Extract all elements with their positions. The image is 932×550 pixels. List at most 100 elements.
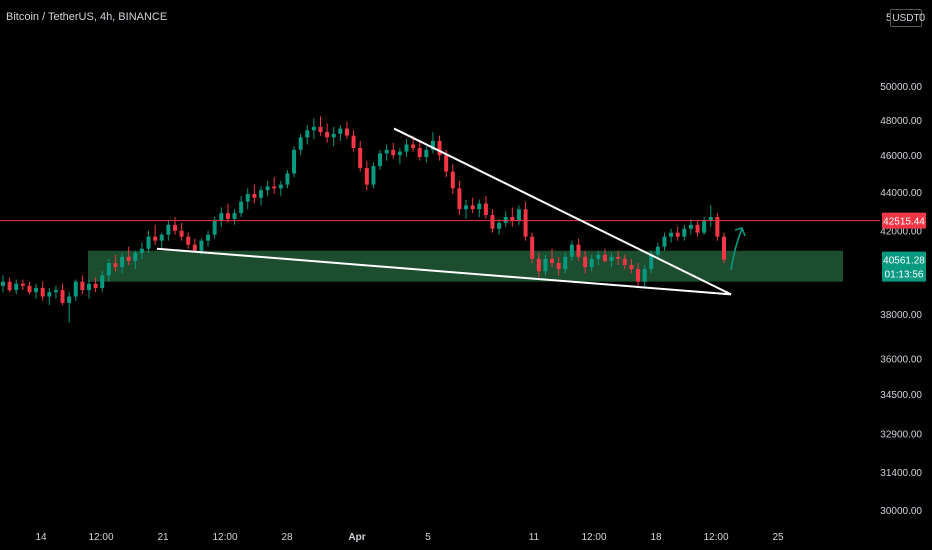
price-tick-label: 46000.00 xyxy=(880,151,922,162)
price-tick-label: 48000.00 xyxy=(880,116,922,127)
candle xyxy=(722,232,726,263)
candle xyxy=(225,203,230,223)
candle xyxy=(219,207,224,227)
candle xyxy=(543,254,548,276)
candle xyxy=(497,218,502,235)
candle xyxy=(596,250,601,266)
candle xyxy=(285,169,290,189)
candle xyxy=(60,283,65,306)
candle xyxy=(40,281,45,301)
time-tick-label: 14 xyxy=(35,532,47,543)
candle xyxy=(391,142,396,159)
time-tick-label: 12:00 xyxy=(212,532,237,543)
price-scale-top-stub-left: 5 xyxy=(886,12,892,24)
candle xyxy=(338,125,343,141)
candle xyxy=(417,140,422,161)
candle xyxy=(358,140,363,172)
time-tick-label: 28 xyxy=(281,532,293,543)
candle xyxy=(576,238,581,261)
candle xyxy=(550,248,555,268)
candle xyxy=(715,213,720,241)
price-marker-value: 40561.28 xyxy=(883,256,925,267)
countdown-value: 01:13:56 xyxy=(885,270,924,281)
candle xyxy=(27,281,32,295)
candle xyxy=(563,252,568,274)
price-tick-label: 42000.00 xyxy=(880,227,922,238)
candle xyxy=(258,186,263,206)
candle xyxy=(106,258,111,282)
candle xyxy=(530,232,535,263)
candle xyxy=(73,279,78,301)
candle xyxy=(298,133,303,156)
candle xyxy=(682,224,687,241)
breakout-arrow[interactable] xyxy=(730,227,746,271)
candle xyxy=(34,283,39,299)
candle xyxy=(179,222,184,241)
candle xyxy=(14,279,19,295)
candle xyxy=(437,135,442,161)
candle xyxy=(331,126,336,147)
candle xyxy=(265,180,270,196)
candle xyxy=(86,279,91,299)
candle xyxy=(430,132,435,154)
candle xyxy=(364,160,369,191)
symbol-title: Bitcoin / TetherUS, 4h, BINANCE xyxy=(6,11,168,23)
candle xyxy=(100,271,105,293)
candle xyxy=(464,199,469,219)
support-zone[interactable] xyxy=(88,250,843,282)
candle xyxy=(622,254,627,270)
candle xyxy=(139,242,144,259)
candle xyxy=(239,195,244,217)
candle xyxy=(120,252,125,274)
price-tick-label: 36000.00 xyxy=(880,355,922,366)
candle xyxy=(688,218,693,235)
candle xyxy=(483,195,488,219)
price-tick-label: 31400.00 xyxy=(880,468,922,479)
candle xyxy=(556,256,561,276)
ascending-trendline[interactable] xyxy=(156,247,732,296)
candle xyxy=(404,139,409,158)
candle xyxy=(1,275,5,293)
price-marker-value: 42515.44 xyxy=(883,217,925,228)
descending-trendline[interactable] xyxy=(393,127,732,296)
price-tick-label: 30000.00 xyxy=(880,506,922,517)
candle xyxy=(602,248,607,263)
candle xyxy=(159,232,164,249)
price-tick-label: 38000.00 xyxy=(880,310,922,321)
candle xyxy=(47,287,52,306)
candle xyxy=(589,254,594,272)
candle xyxy=(583,250,588,274)
time-tick-label: 12:00 xyxy=(88,532,113,543)
currency-badge[interactable]: USDT xyxy=(890,9,922,27)
candle xyxy=(305,125,310,145)
candle xyxy=(232,209,237,225)
candle xyxy=(67,292,72,323)
last-close-badge: 42515.44 xyxy=(882,212,926,229)
time-tick-label: 12:00 xyxy=(703,532,728,543)
candle xyxy=(569,240,574,261)
candle xyxy=(126,246,131,266)
candle xyxy=(616,250,621,266)
candle xyxy=(384,144,389,161)
candle xyxy=(325,123,330,143)
candle xyxy=(636,262,641,286)
candle xyxy=(20,279,25,291)
candle xyxy=(397,148,402,165)
candle xyxy=(80,275,85,295)
candle xyxy=(536,252,541,278)
candle xyxy=(669,228,674,243)
candle xyxy=(146,230,151,253)
time-tick-label: 18 xyxy=(650,532,662,543)
time-tick-label: 25 xyxy=(772,532,784,543)
candle xyxy=(113,254,118,272)
time-tick-label: 21 xyxy=(157,532,169,543)
candle xyxy=(655,242,660,259)
candle xyxy=(516,205,521,225)
candle xyxy=(371,162,376,189)
candle xyxy=(510,207,515,227)
candle xyxy=(153,224,158,245)
price-tick-label: 44000.00 xyxy=(880,188,922,199)
candle xyxy=(252,184,257,204)
candle xyxy=(351,130,356,152)
